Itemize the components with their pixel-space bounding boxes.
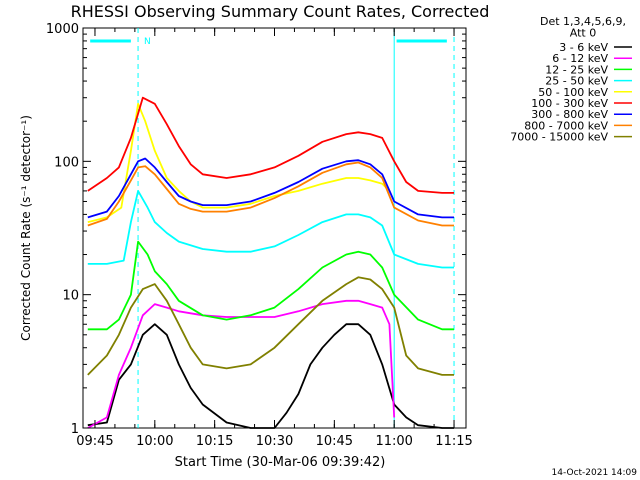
x-tick-label: 10:45 (316, 434, 353, 449)
legend-label: 7000 - 15000 keV (510, 131, 608, 144)
legend-label: 12 - 25 keV (545, 63, 608, 76)
y-tick-label: 1 (71, 422, 79, 437)
legend-label: 25 - 50 keV (545, 75, 608, 88)
y-tick-label: 1000 (46, 22, 79, 37)
x-tick-label: 11:15 (435, 434, 472, 449)
series-lines (87, 96, 454, 429)
footer-date: 14-Oct-2021 14:09 (552, 468, 638, 478)
legend-label: 100 - 300 keV (531, 97, 608, 110)
series-line-6 (87, 157, 454, 219)
legend-label: 300 - 800 keV (531, 108, 608, 121)
y-axis-label: Corrected Count Rate (s⁻¹ detector⁻¹) (19, 115, 33, 341)
x-axis-label: Start Time (30-Mar-06 09:39:42) (175, 455, 386, 470)
series-line-7 (87, 161, 454, 227)
night-markers: N (90, 28, 455, 428)
night-marker-label: N (144, 37, 151, 47)
y-tick-label: 100 (54, 155, 79, 170)
x-tick-label: 10:15 (196, 434, 233, 449)
legend-label: 800 - 7000 keV (524, 119, 608, 132)
y-tick-label: 10 (62, 289, 79, 304)
legend-label: 50 - 100 keV (538, 86, 608, 99)
series-line-3 (87, 190, 454, 269)
series-line-1 (87, 299, 396, 429)
chart-title: RHESSI Observing Summary Count Rates, Co… (71, 2, 490, 21)
series-line-4 (87, 102, 391, 223)
x-tick-label: 10:00 (136, 434, 173, 449)
axes: 1 10 100 1000 09:45 10:00 10:15 10:30 10:45 11:00… (46, 22, 473, 449)
x-tick-label: 09:45 (76, 434, 113, 449)
series-line-0 (87, 323, 454, 429)
legend-label: 6 - 12 keV (552, 52, 608, 65)
legend-header: Det 1,3,4,5,6,9, (540, 15, 626, 28)
plot-area (82, 27, 467, 429)
series-line-5 (87, 96, 454, 194)
x-tick-label: 10:30 (256, 434, 293, 449)
legend-header: Att 0 (570, 27, 596, 40)
x-tick-label: 11:00 (375, 434, 412, 449)
series-line-8 (87, 276, 454, 376)
series-line-2 (87, 240, 454, 331)
legend-label: 3 - 6 keV (559, 41, 608, 54)
